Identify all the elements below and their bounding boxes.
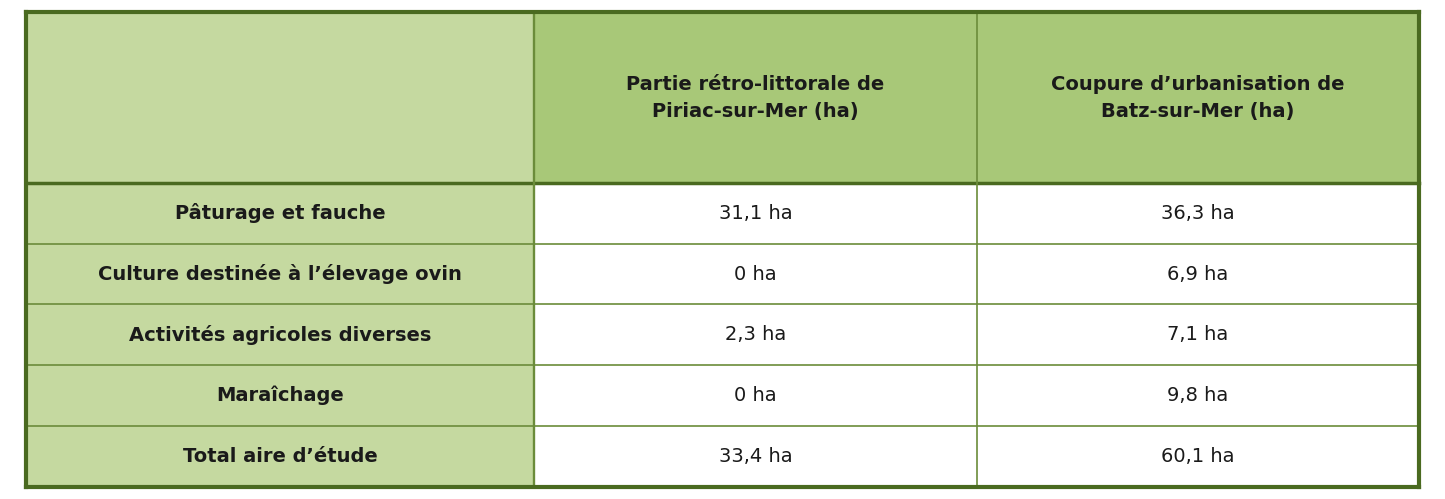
Bar xyxy=(977,304,1419,365)
Text: 36,3 ha: 36,3 ha xyxy=(1160,204,1234,223)
Text: 2,3 ha: 2,3 ha xyxy=(725,325,786,344)
Bar xyxy=(535,12,977,183)
Text: 0 ha: 0 ha xyxy=(734,264,777,283)
Text: 60,1 ha: 60,1 ha xyxy=(1162,447,1234,466)
Text: Culture destinée à l’élevage ovin: Culture destinée à l’élevage ovin xyxy=(98,264,462,284)
Text: 6,9 ha: 6,9 ha xyxy=(1168,264,1228,283)
Bar xyxy=(977,183,1419,244)
Bar xyxy=(535,365,977,426)
Text: 7,1 ha: 7,1 ha xyxy=(1168,325,1228,344)
Bar xyxy=(26,426,535,487)
Bar xyxy=(535,244,977,304)
Text: Pâturage et fauche: Pâturage et fauche xyxy=(175,204,386,224)
Bar xyxy=(535,183,977,244)
Bar xyxy=(977,426,1419,487)
Text: Partie rétro-littorale de
Piriac-sur-Mer (ha): Partie rétro-littorale de Piriac-sur-Mer… xyxy=(627,75,884,121)
Text: Activités agricoles diverses: Activités agricoles diverses xyxy=(129,325,432,345)
Text: 9,8 ha: 9,8 ha xyxy=(1168,386,1228,405)
Text: 31,1 ha: 31,1 ha xyxy=(718,204,792,223)
Bar xyxy=(26,244,535,304)
Text: Total aire d’étude: Total aire d’étude xyxy=(184,447,377,466)
Bar xyxy=(26,365,535,426)
Bar xyxy=(26,183,535,244)
Text: 33,4 ha: 33,4 ha xyxy=(718,447,792,466)
Bar xyxy=(535,304,977,365)
Bar xyxy=(977,12,1419,183)
Bar xyxy=(26,12,535,183)
Bar xyxy=(977,244,1419,304)
Bar xyxy=(26,304,535,365)
Bar xyxy=(977,365,1419,426)
Bar xyxy=(535,426,977,487)
Text: 0 ha: 0 ha xyxy=(734,386,777,405)
Text: Coupure d’urbanisation de
Batz-sur-Mer (ha): Coupure d’urbanisation de Batz-sur-Mer (… xyxy=(1051,75,1345,121)
Text: Maraîchage: Maraîchage xyxy=(217,386,344,405)
